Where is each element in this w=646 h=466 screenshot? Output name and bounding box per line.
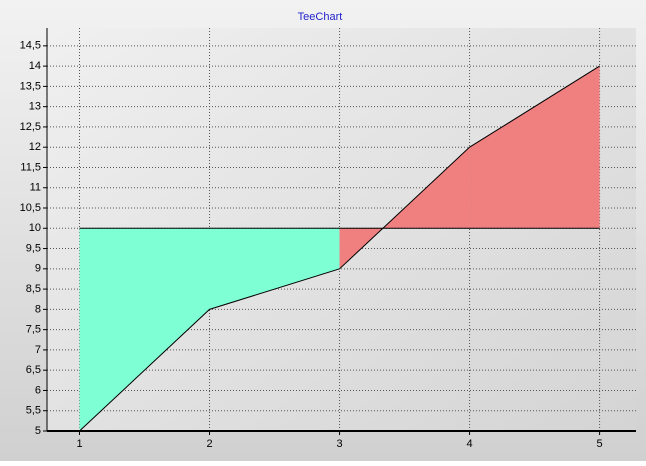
y-tick-label: 5,5 (26, 405, 41, 417)
x-tick-label: 1 (76, 438, 82, 450)
y-tick-label: 12,5 (20, 121, 41, 133)
y-tick-label: 8 (35, 303, 41, 315)
y-tick-label: 6,5 (26, 364, 41, 376)
y-tick-label: 12 (29, 141, 41, 153)
y-tick-label: 14,5 (20, 40, 41, 52)
y-tick-label: 13 (29, 101, 41, 113)
y-tick-label: 11 (30, 182, 41, 194)
y-tick-label: 7 (35, 344, 41, 356)
y-tick-label: 9,5 (26, 242, 41, 254)
area-segment (79, 228, 210, 431)
x-tick-label: 2 (206, 438, 212, 450)
y-tick-label: 8,5 (26, 283, 41, 295)
area-segment (469, 66, 600, 229)
area-outline (79, 65, 600, 432)
y-tick-label: 6 (35, 384, 41, 396)
y-tick-label: 9 (35, 263, 41, 275)
y-tick-label: 10,5 (20, 202, 41, 214)
y-tick-label: 11,5 (20, 161, 41, 173)
x-tick-label: 4 (467, 438, 473, 450)
y-tick-label: 10 (29, 222, 41, 234)
y-tick-label: 7,5 (26, 324, 41, 336)
area-segment (209, 228, 340, 310)
chart-title: TeeChart (298, 11, 343, 23)
y-tick-label: 5 (35, 425, 41, 437)
x-tick-label: 3 (336, 438, 342, 450)
x-tick-label: 5 (597, 438, 603, 450)
y-tick-label: 14 (29, 60, 41, 72)
y-tick-label: 13,5 (20, 80, 41, 92)
